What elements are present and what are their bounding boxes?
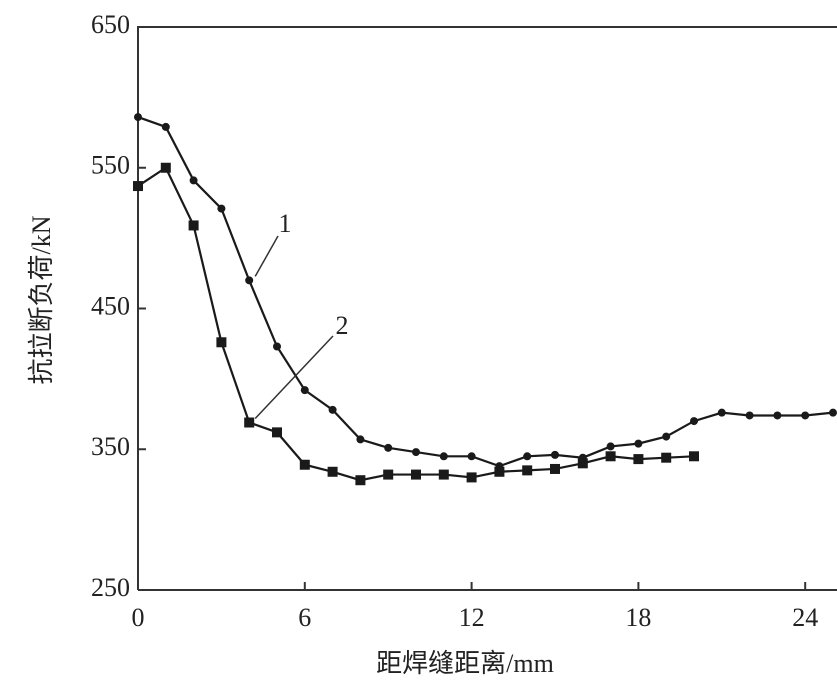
marker bbox=[606, 451, 616, 461]
y-axis-title: 抗拉断负荷/kN bbox=[27, 215, 56, 384]
marker bbox=[773, 411, 781, 419]
marker bbox=[829, 409, 837, 417]
marker bbox=[662, 433, 670, 441]
marker bbox=[329, 406, 337, 414]
marker bbox=[661, 453, 671, 463]
marker bbox=[718, 409, 726, 417]
marker bbox=[301, 386, 309, 394]
marker bbox=[190, 176, 198, 184]
marker bbox=[300, 460, 310, 470]
marker bbox=[161, 163, 171, 173]
x-tick-label: 0 bbox=[132, 603, 145, 632]
leader-line bbox=[255, 236, 278, 276]
marker bbox=[494, 467, 504, 477]
series-label: 1 bbox=[279, 209, 292, 238]
marker bbox=[384, 444, 392, 452]
marker bbox=[634, 440, 642, 448]
marker bbox=[689, 451, 699, 461]
plot-frame bbox=[138, 27, 837, 590]
marker bbox=[189, 220, 199, 230]
y-tick-label: 350 bbox=[91, 432, 130, 461]
y-tick-label: 650 bbox=[91, 10, 130, 39]
marker bbox=[467, 472, 477, 482]
series-label: 2 bbox=[336, 311, 349, 340]
marker bbox=[522, 465, 532, 475]
marker bbox=[746, 411, 754, 419]
marker bbox=[273, 343, 281, 351]
page: {"chart_data": {"type": "line", "x_label… bbox=[0, 0, 837, 696]
marker bbox=[133, 181, 143, 191]
marker bbox=[468, 452, 476, 460]
x-tick-label: 18 bbox=[625, 603, 651, 632]
y-tick-label: 250 bbox=[91, 573, 130, 602]
marker bbox=[383, 470, 393, 480]
x-tick-label: 6 bbox=[298, 603, 311, 632]
marker bbox=[440, 452, 448, 460]
marker bbox=[578, 458, 588, 468]
marker bbox=[551, 451, 559, 459]
marker bbox=[439, 470, 449, 480]
marker bbox=[550, 464, 560, 474]
marker bbox=[216, 337, 226, 347]
series-line bbox=[138, 117, 833, 466]
series-line bbox=[138, 168, 694, 480]
marker bbox=[134, 113, 142, 121]
marker bbox=[244, 418, 254, 428]
marker bbox=[690, 417, 698, 425]
marker bbox=[162, 123, 170, 131]
marker bbox=[356, 435, 364, 443]
marker bbox=[411, 470, 421, 480]
marker bbox=[217, 205, 225, 213]
leader-line bbox=[255, 336, 333, 419]
marker bbox=[633, 454, 643, 464]
x-axis-title: 距焊缝距离/mm bbox=[376, 649, 554, 678]
y-tick-label: 550 bbox=[91, 151, 130, 180]
marker bbox=[355, 475, 365, 485]
y-tick-label: 450 bbox=[91, 291, 130, 320]
marker bbox=[607, 442, 615, 450]
marker bbox=[328, 467, 338, 477]
marker bbox=[245, 276, 253, 284]
marker bbox=[801, 411, 809, 419]
marker bbox=[412, 448, 420, 456]
x-tick-label: 12 bbox=[459, 603, 485, 632]
marker bbox=[523, 452, 531, 460]
chart: 距焊缝距离/mm 抗拉断负荷/kN 2503504505506500612182… bbox=[0, 0, 837, 696]
marker bbox=[272, 427, 282, 437]
x-tick-label: 24 bbox=[792, 603, 818, 632]
